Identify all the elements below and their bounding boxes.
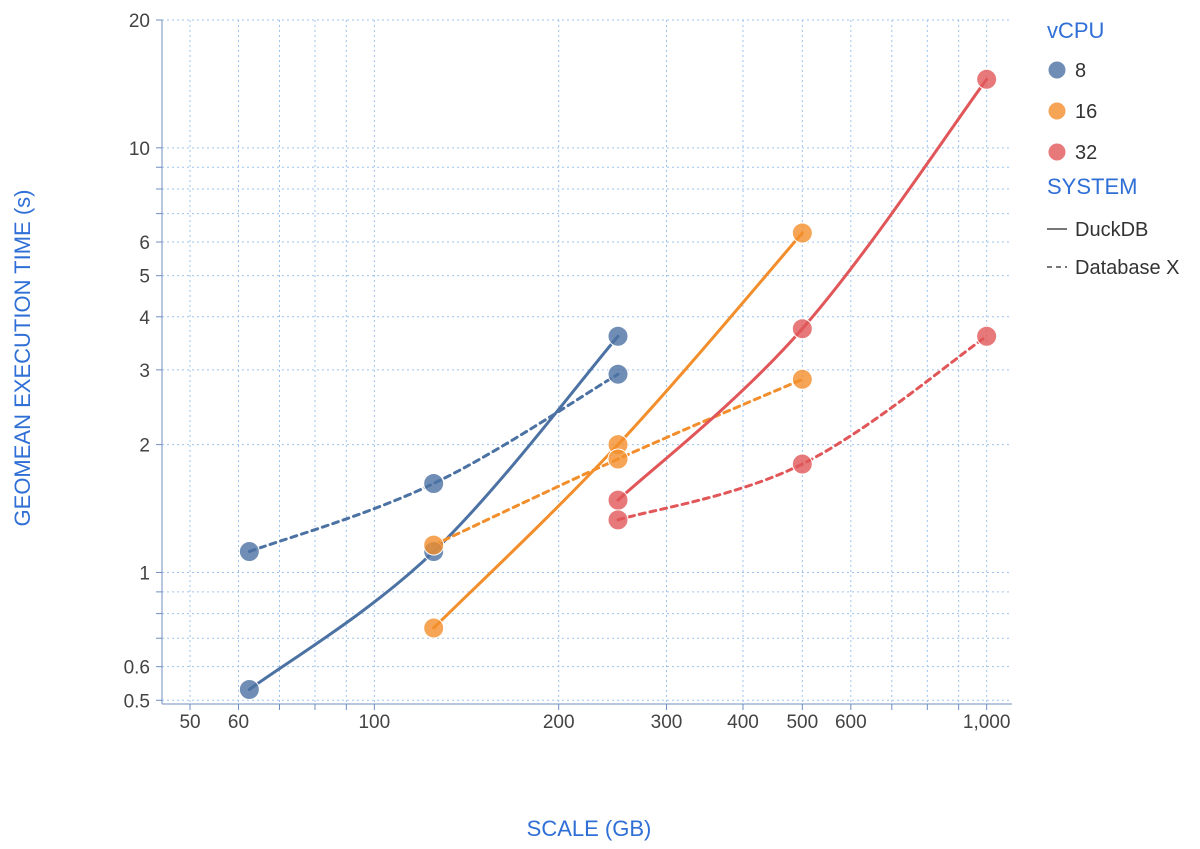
x-tick-label: 400 — [727, 712, 759, 733]
data-point — [791, 222, 813, 244]
series-line-8-database-x — [247, 372, 620, 554]
tick-labels: 50 60 100 200 300 400 500 600 1,000 0.5 0.6 1 2 3 4 5 6 1… — [124, 11, 1011, 733]
data-point — [607, 325, 629, 347]
points-layer — [238, 68, 998, 701]
y-tick-label: 0.5 — [124, 691, 150, 712]
legend-label: 32 — [1075, 142, 1097, 164]
y-tick-label: 3 — [139, 361, 150, 382]
data-point — [791, 368, 813, 390]
y-tick-label: 1 — [139, 563, 150, 584]
data-point — [423, 617, 445, 639]
data-point — [238, 679, 260, 701]
data-point — [976, 68, 998, 90]
legend: vCPU 8 16 32 SYSTEM DuckDB Database X — [1047, 18, 1180, 279]
series-line-32-database-x — [616, 334, 989, 522]
legend-style-title: SYSTEM — [1047, 174, 1137, 199]
x-tick-label: 500 — [786, 712, 818, 733]
y-tick-label: 5 — [139, 267, 150, 288]
y-tick-label: 20 — [129, 11, 150, 32]
y-tick-label: 6 — [139, 233, 150, 254]
x-tick-label: 100 — [358, 712, 390, 733]
x-tick-label: 600 — [835, 712, 867, 733]
data-point — [423, 534, 445, 556]
legend-label: 8 — [1075, 60, 1086, 82]
data-point — [238, 541, 260, 563]
series-line-32-duckdb — [616, 77, 989, 502]
axes — [156, 19, 1012, 710]
data-point — [607, 363, 629, 385]
legend-label: DuckDB — [1075, 219, 1148, 241]
x-tick-label: 300 — [651, 712, 683, 733]
y-tick-label: 2 — [139, 436, 150, 457]
series-line-16-duckdb — [432, 231, 804, 630]
data-point — [607, 509, 629, 531]
x-axis-title: SCALE (GB) — [527, 816, 652, 841]
legend-style-entries: DuckDB Database X — [1047, 219, 1180, 279]
y-tick-label: 0.6 — [124, 658, 150, 679]
data-point — [976, 325, 998, 347]
grid — [162, 19, 1012, 704]
legend-marker — [1047, 60, 1067, 80]
y-tick-label: 10 — [129, 139, 150, 160]
data-point — [423, 472, 445, 494]
data-point — [791, 453, 813, 475]
data-point — [607, 489, 629, 511]
y-axis-title: GEOMEAN EXECUTION TIME (s) — [10, 190, 35, 527]
legend-color-title: vCPU — [1047, 18, 1104, 43]
x-tick-label: 200 — [543, 712, 575, 733]
legend-marker — [1047, 142, 1067, 162]
data-point — [791, 318, 813, 340]
legend-label: 16 — [1075, 101, 1097, 123]
y-tick-label: 4 — [139, 308, 150, 329]
x-tick-label: 50 — [179, 712, 200, 733]
legend-label: Database X — [1075, 257, 1180, 279]
x-tick-label: 1,000 — [963, 712, 1011, 733]
legend-color-entries: 8 16 32 — [1047, 60, 1097, 164]
x-tick-label: 60 — [228, 712, 249, 733]
data-point — [607, 448, 629, 470]
legend-marker — [1047, 101, 1067, 121]
